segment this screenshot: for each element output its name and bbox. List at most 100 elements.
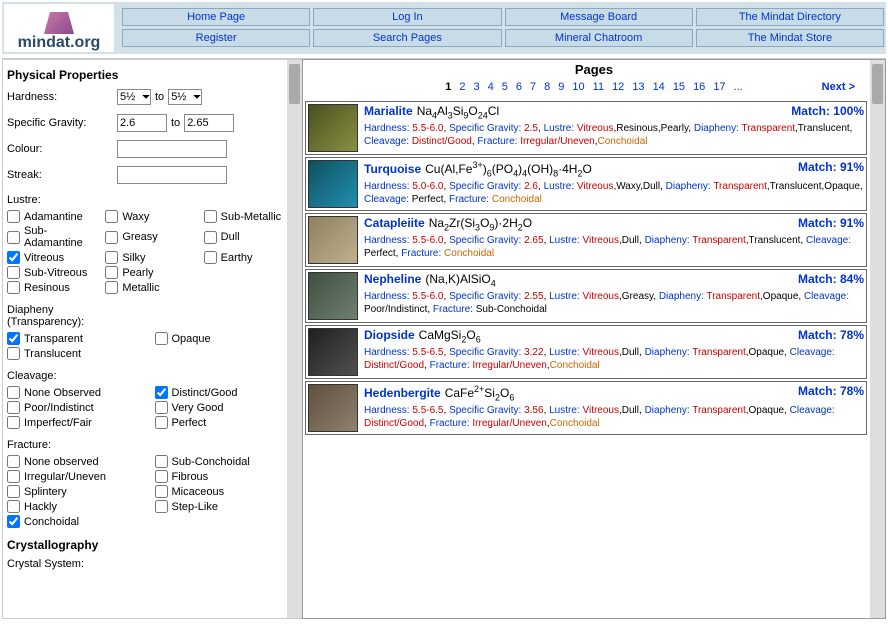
checkbox[interactable]: [7, 500, 20, 513]
checkbox[interactable]: [105, 210, 118, 223]
chk-metallic[interactable]: Metallic: [105, 281, 199, 294]
page-17[interactable]: 17: [713, 81, 725, 93]
chk-vitreous[interactable]: Vitreous: [7, 251, 101, 264]
checkbox[interactable]: [155, 500, 168, 513]
chk-poor-indistinct[interactable]: Poor/Indistinct: [7, 401, 151, 414]
chk-step-like[interactable]: Step-Like: [155, 500, 299, 513]
checkbox[interactable]: [7, 416, 20, 429]
nav-the-mindat-directory[interactable]: The Mindat Directory: [696, 8, 884, 26]
mineral-thumb[interactable]: [308, 160, 358, 208]
checkbox[interactable]: [7, 455, 20, 468]
nav-message-board[interactable]: Message Board: [505, 8, 693, 26]
page-10[interactable]: 10: [572, 81, 584, 93]
next-link[interactable]: Next >: [822, 81, 855, 93]
chk-transparent[interactable]: Transparent: [7, 332, 151, 345]
chk-micaceous[interactable]: Micaceous: [155, 485, 299, 498]
page-2[interactable]: 2: [459, 81, 465, 93]
checkbox[interactable]: [7, 347, 20, 360]
chk-none-observed[interactable]: None Observed: [7, 386, 151, 399]
chk-perfect[interactable]: Perfect: [155, 416, 299, 429]
checkbox[interactable]: [7, 485, 20, 498]
checkbox[interactable]: [7, 210, 20, 223]
chk-sub-conchoidal[interactable]: Sub-Conchoidal: [155, 455, 299, 468]
chk-pearly[interactable]: Pearly: [105, 266, 199, 279]
chk-sub-metallic[interactable]: Sub-Metallic: [204, 210, 298, 223]
chk-waxy[interactable]: Waxy: [105, 210, 199, 223]
page-8[interactable]: 8: [544, 81, 550, 93]
chk-very-good[interactable]: Very Good: [155, 401, 299, 414]
nav-log-in[interactable]: Log In: [313, 8, 501, 26]
checkbox[interactable]: [105, 231, 118, 244]
page-3[interactable]: 3: [474, 81, 480, 93]
logo[interactable]: mindat.org: [4, 4, 114, 52]
checkbox[interactable]: [7, 332, 20, 345]
checkbox[interactable]: [155, 401, 168, 414]
chk-splintery[interactable]: Splintery: [7, 485, 151, 498]
results-scroll-thumb[interactable]: [872, 64, 883, 104]
chk-opaque[interactable]: Opaque: [155, 332, 299, 345]
checkbox[interactable]: [155, 455, 168, 468]
checkbox[interactable]: [105, 266, 118, 279]
checkbox[interactable]: [7, 281, 20, 294]
page-...[interactable]: ...: [734, 81, 743, 93]
page-5[interactable]: 5: [502, 81, 508, 93]
chk-dull[interactable]: Dull: [204, 225, 298, 249]
checkbox[interactable]: [204, 210, 217, 223]
streak-input[interactable]: [117, 166, 227, 184]
page-14[interactable]: 14: [653, 81, 665, 93]
chk-hackly[interactable]: Hackly: [7, 500, 151, 513]
page-1[interactable]: 1: [445, 81, 451, 93]
chk-imperfect-fair[interactable]: Imperfect/Fair: [7, 416, 151, 429]
checkbox[interactable]: [155, 485, 168, 498]
nav-search-pages[interactable]: Search Pages: [313, 29, 501, 47]
sg-from-input[interactable]: [117, 114, 167, 132]
mineral-thumb[interactable]: [308, 216, 358, 264]
chk-distinct-good[interactable]: Distinct/Good: [155, 386, 299, 399]
chk-irregular-uneven[interactable]: Irregular/Uneven: [7, 470, 151, 483]
mineral-thumb[interactable]: [308, 384, 358, 432]
chk-silky[interactable]: Silky: [105, 251, 199, 264]
checkbox[interactable]: [155, 386, 168, 399]
mineral-name[interactable]: Nepheline: [364, 272, 421, 286]
chk-resinous[interactable]: Resinous: [7, 281, 101, 294]
chk-adamantine[interactable]: Adamantine: [7, 210, 101, 223]
mineral-thumb[interactable]: [308, 104, 358, 152]
hardness-from-select[interactable]: 5½: [117, 89, 151, 105]
checkbox[interactable]: [204, 251, 217, 264]
page-13[interactable]: 13: [632, 81, 644, 93]
page-16[interactable]: 16: [693, 81, 705, 93]
sidebar-scrollbar[interactable]: [287, 60, 302, 618]
checkbox[interactable]: [7, 515, 20, 528]
chk-sub-vitreous[interactable]: Sub-Vitreous: [7, 266, 101, 279]
mineral-thumb[interactable]: [308, 328, 358, 376]
nav-register[interactable]: Register: [122, 29, 310, 47]
mineral-name[interactable]: Turquoise: [364, 162, 421, 176]
chk-fibrous[interactable]: Fibrous: [155, 470, 299, 483]
page-7[interactable]: 7: [530, 81, 536, 93]
mineral-name[interactable]: Diopside: [364, 328, 415, 342]
page-4[interactable]: 4: [488, 81, 494, 93]
page-9[interactable]: 9: [558, 81, 564, 93]
mineral-name[interactable]: Hedenbergite: [364, 386, 441, 400]
checkbox[interactable]: [7, 251, 20, 264]
checkbox[interactable]: [105, 281, 118, 294]
chk-sub-adamantine[interactable]: Sub-Adamantine: [7, 225, 101, 249]
nav-home-page[interactable]: Home Page: [122, 8, 310, 26]
checkbox[interactable]: [7, 266, 20, 279]
sg-to-input[interactable]: [184, 114, 234, 132]
chk-conchoidal[interactable]: Conchoidal: [7, 515, 151, 528]
checkbox[interactable]: [155, 416, 168, 429]
sidebar-scroll-thumb[interactable]: [289, 64, 300, 104]
mineral-name[interactable]: Marialite: [364, 104, 413, 118]
page-15[interactable]: 15: [673, 81, 685, 93]
page-6[interactable]: 6: [516, 81, 522, 93]
nav-the-mindat-store[interactable]: The Mindat Store: [696, 29, 884, 47]
mineral-thumb[interactable]: [308, 272, 358, 320]
checkbox[interactable]: [7, 386, 20, 399]
mineral-name[interactable]: Catapleiite: [364, 216, 425, 230]
results-scrollbar[interactable]: [870, 60, 885, 618]
checkbox[interactable]: [105, 251, 118, 264]
page-11[interactable]: 11: [593, 81, 604, 93]
checkbox[interactable]: [155, 470, 168, 483]
page-12[interactable]: 12: [612, 81, 624, 93]
